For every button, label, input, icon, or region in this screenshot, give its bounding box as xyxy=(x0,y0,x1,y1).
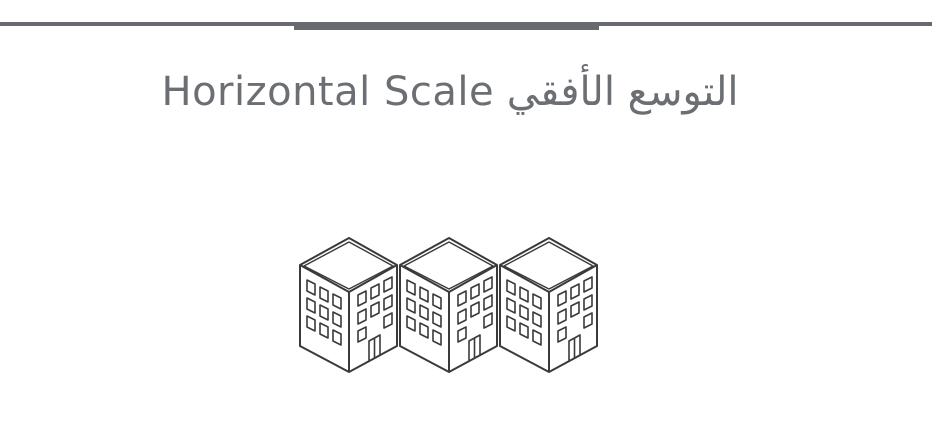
building-icon xyxy=(299,237,398,373)
building-icon xyxy=(399,237,498,373)
top-divider-accent xyxy=(294,22,599,30)
slide-title: التوسع الأفقي Horizontal Scale xyxy=(161,69,739,115)
horizontal-scale-diagram xyxy=(299,237,598,373)
building-icon xyxy=(499,237,598,373)
